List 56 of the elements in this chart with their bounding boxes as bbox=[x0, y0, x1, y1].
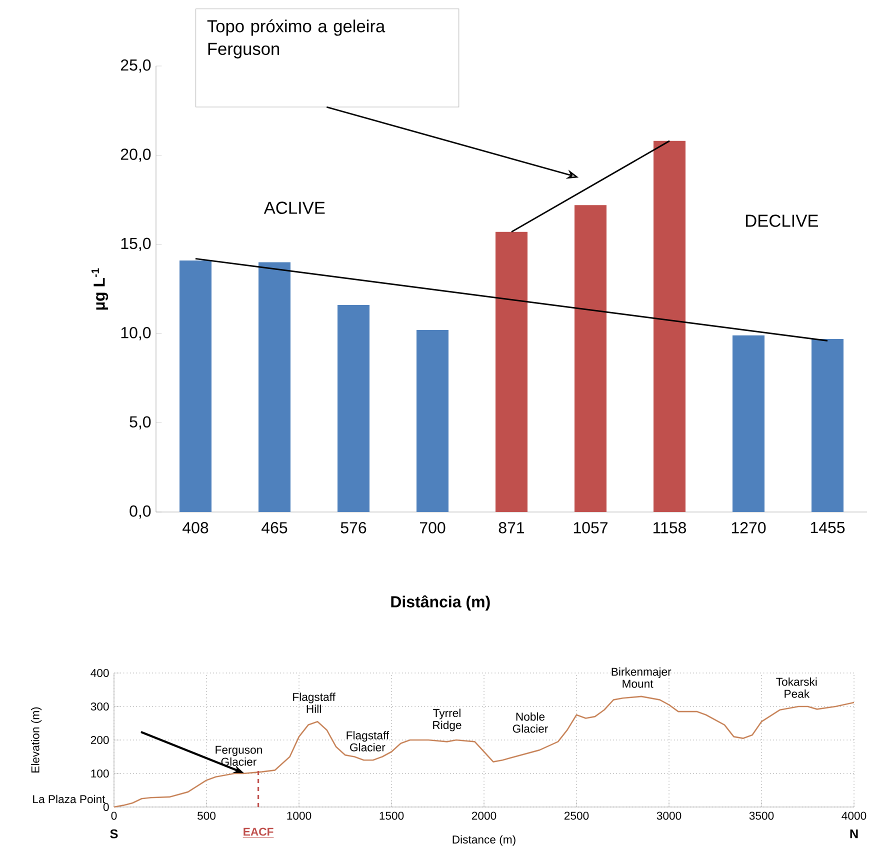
x-tick-label: 465 bbox=[262, 522, 288, 534]
x-tick-label: 3000 bbox=[656, 812, 682, 820]
y-tick-label: 0 bbox=[103, 802, 109, 811]
text: N bbox=[850, 829, 858, 838]
annotation: Flagstaff Hill bbox=[293, 692, 336, 713]
bar bbox=[732, 335, 765, 512]
bar bbox=[496, 232, 528, 512]
y-tick-label: 20,0 bbox=[120, 148, 151, 162]
x-tick-label: 4000 bbox=[842, 812, 866, 820]
x-tick-label: 500 bbox=[198, 812, 216, 820]
x-tick-label: 1000 bbox=[287, 812, 312, 820]
annotation: Tokarski Peak bbox=[776, 677, 817, 698]
annotation: Flagstaff Glacier bbox=[346, 730, 390, 752]
x-tick-label: 2000 bbox=[472, 812, 496, 820]
y-axis-title: µg L$^{-1}$ bbox=[92, 268, 108, 310]
annotation: Ferguson Glacier bbox=[216, 746, 262, 766]
x-tick-label: 1455 bbox=[810, 522, 845, 534]
annotation: Birkenmajer Mount bbox=[612, 667, 672, 688]
text: Topo próximo a geleira Ferguson bbox=[207, 19, 386, 58]
y-axis-title: Elevation (m) bbox=[31, 707, 42, 772]
text: S bbox=[110, 829, 118, 838]
bar bbox=[416, 330, 449, 512]
annotation: DECLIVE bbox=[746, 214, 818, 227]
y-tick-label: 15,0 bbox=[121, 238, 151, 251]
x-axis-title: Distância (m) bbox=[391, 595, 490, 611]
x-tick-label: 1158 bbox=[654, 522, 686, 534]
ref-line-label: EACF bbox=[244, 828, 274, 836]
y-tick-label: 25,0 bbox=[120, 59, 151, 72]
x-axis-title: Distance (m) bbox=[452, 835, 516, 846]
x-tick-label: 1500 bbox=[380, 812, 404, 820]
x-tick-label: 576 bbox=[340, 522, 366, 534]
x-tick-label: 700 bbox=[420, 522, 446, 534]
annotation: La Plaza Point bbox=[33, 794, 106, 804]
bar bbox=[180, 260, 212, 512]
x-tick-label: 408 bbox=[182, 522, 208, 534]
y-tick-label: 400 bbox=[90, 668, 109, 677]
bar bbox=[338, 304, 370, 512]
y-tick-label: 100 bbox=[91, 769, 109, 778]
bar bbox=[812, 338, 844, 512]
annotation: Noble Glacier bbox=[512, 712, 548, 733]
x-tick-label: 871 bbox=[498, 522, 524, 534]
annotation: Tyrrel Ridge bbox=[433, 708, 462, 732]
x-tick-label: 1057 bbox=[574, 522, 608, 534]
y-tick-label: 5,0 bbox=[130, 416, 151, 430]
bar bbox=[258, 262, 291, 512]
y-tick-label: 10,0 bbox=[121, 326, 151, 340]
y-tick-label: 300 bbox=[90, 702, 109, 710]
y-tick-label: 200 bbox=[90, 736, 109, 744]
x-tick-label: 1270 bbox=[732, 522, 766, 534]
bar bbox=[654, 140, 686, 512]
y-tick-label: 0,0 bbox=[130, 505, 151, 519]
bar bbox=[574, 205, 607, 512]
x-tick-label: 0 bbox=[111, 812, 117, 820]
x-tick-label: 3500 bbox=[749, 812, 774, 820]
x-tick-label: 2500 bbox=[564, 812, 589, 820]
annotation: ACLIVE bbox=[264, 202, 325, 214]
